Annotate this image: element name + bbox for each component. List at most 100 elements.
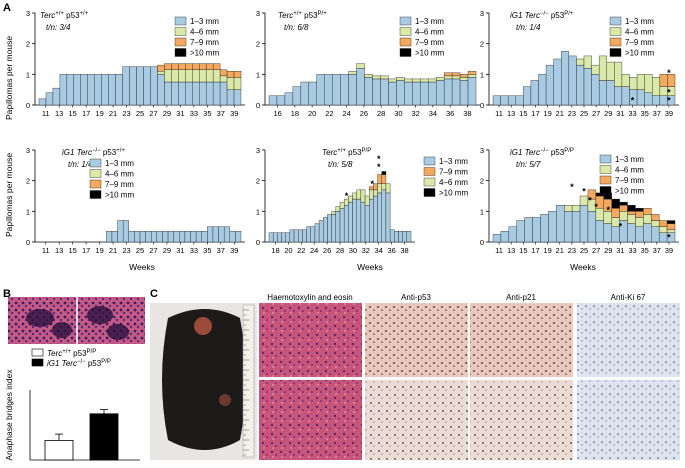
title-gene: Terc	[322, 148, 337, 157]
bar-segment	[636, 89, 645, 106]
bar-segment	[635, 211, 644, 218]
y-tick-label: 0	[26, 238, 30, 247]
title-mid: p53	[549, 148, 565, 157]
chart-title: Terc+/+ p53P/+	[278, 11, 327, 20]
x-tick-label: 20	[284, 246, 292, 255]
legend-swatch	[174, 16, 187, 26]
x-tick-label: 36	[446, 109, 454, 118]
x-tick-label: 25	[136, 246, 144, 255]
bar-segment	[643, 223, 652, 243]
title-sup: +/+	[337, 148, 346, 154]
bar-segment	[635, 208, 644, 212]
y-tick-label: 0	[256, 101, 260, 110]
x-tick-label: 21	[109, 109, 117, 118]
title-gene: Terc	[278, 11, 293, 20]
bar-segment	[372, 78, 381, 106]
bar-segment	[235, 231, 242, 243]
bar-segment	[323, 217, 328, 243]
bar-segment	[459, 77, 469, 81]
legend-swatch	[423, 167, 436, 176]
legend-swatch	[599, 186, 612, 195]
x-tick-label: 18	[271, 246, 279, 255]
legend-label: 7–9 mm	[190, 38, 219, 47]
bar-segment	[523, 86, 532, 106]
bar-segment	[364, 77, 373, 106]
x-tick-label: 37	[217, 109, 225, 118]
significance-star: *	[667, 232, 671, 242]
p21-image-low	[470, 303, 573, 377]
x-tick-label: 31	[176, 109, 184, 118]
x-tick-label: 39	[665, 109, 673, 118]
x-tick-label: 31	[176, 246, 184, 255]
title-gene: iG1 Terc	[510, 148, 540, 157]
bar-segment	[652, 77, 661, 97]
bar-segment	[651, 226, 660, 243]
y-tick-label: 1	[256, 70, 260, 79]
bar-segment	[621, 74, 630, 87]
bar-segment	[122, 66, 130, 106]
bar-segment	[134, 231, 141, 243]
bar-segment	[94, 74, 102, 106]
x-tick-label: 23	[568, 109, 576, 118]
bar-segment	[179, 231, 186, 243]
legend-label: >10 mm	[415, 49, 444, 58]
chart-2: 0 1 2 3 16 18 20 22 24 26 28 30 32 34 36 38 Terc+/+ p53P…	[256, 9, 480, 118]
bar-segment	[207, 226, 214, 243]
bar-segment	[205, 81, 214, 106]
bar-segment	[302, 229, 307, 243]
bar-segment	[298, 229, 303, 243]
bar-segment	[420, 81, 429, 106]
bar-segment	[538, 74, 547, 106]
bar-segment	[398, 231, 403, 243]
bar-segment	[171, 69, 179, 83]
bar-segment	[129, 66, 137, 106]
bar-segment	[292, 86, 302, 106]
x-tick-label: 24	[310, 246, 318, 255]
bar-segment	[151, 231, 158, 243]
significance-star: *	[377, 154, 381, 164]
legend-label: 1–3 mm	[105, 159, 134, 168]
panel-label-a: A	[3, 2, 11, 14]
bar-segment	[212, 63, 221, 70]
bar-segment	[356, 189, 362, 200]
bar-segment	[428, 78, 437, 83]
bar-segment	[388, 81, 397, 106]
he-image-low	[259, 303, 362, 377]
legend-swatch	[609, 27, 622, 36]
legend-swatch	[399, 37, 412, 47]
bar-segment	[443, 78, 453, 106]
legend-swatch	[174, 27, 187, 36]
bar-segment	[285, 232, 291, 243]
bar-segment	[435, 80, 445, 106]
panel-b-micrographs	[8, 297, 145, 344]
bar-segment	[167, 231, 174, 243]
b-legend-mid: p53	[71, 349, 87, 358]
bar-segment	[396, 80, 405, 106]
bar-segment	[467, 74, 477, 78]
x-tick-label: 39	[230, 109, 238, 118]
y-tick-label: 1	[480, 207, 484, 216]
chromatin-right-b	[107, 324, 129, 340]
b-legend-sup: P/P	[87, 349, 97, 355]
x-tick-label: 38	[400, 246, 408, 255]
legend-swatch	[399, 27, 412, 36]
x-tick-label: 15	[519, 109, 527, 118]
mouse-photo	[162, 309, 246, 450]
x-tick-label: 19	[543, 246, 551, 255]
bar-segment	[308, 81, 317, 106]
bar-segment	[156, 231, 163, 243]
bar-segment	[101, 74, 109, 106]
bar-segment	[451, 78, 461, 106]
bar-segment	[658, 220, 668, 227]
tn-label: t/n: 3/4	[46, 23, 71, 32]
bar-segment	[59, 74, 68, 106]
y-tick-label: 2	[256, 40, 260, 49]
bar-segment	[666, 223, 676, 230]
x-tick-label: 33	[628, 246, 636, 255]
x-tick-label: 24	[342, 109, 350, 118]
bar-segment	[443, 75, 453, 80]
legend-label: 4–6 mm	[625, 28, 654, 37]
